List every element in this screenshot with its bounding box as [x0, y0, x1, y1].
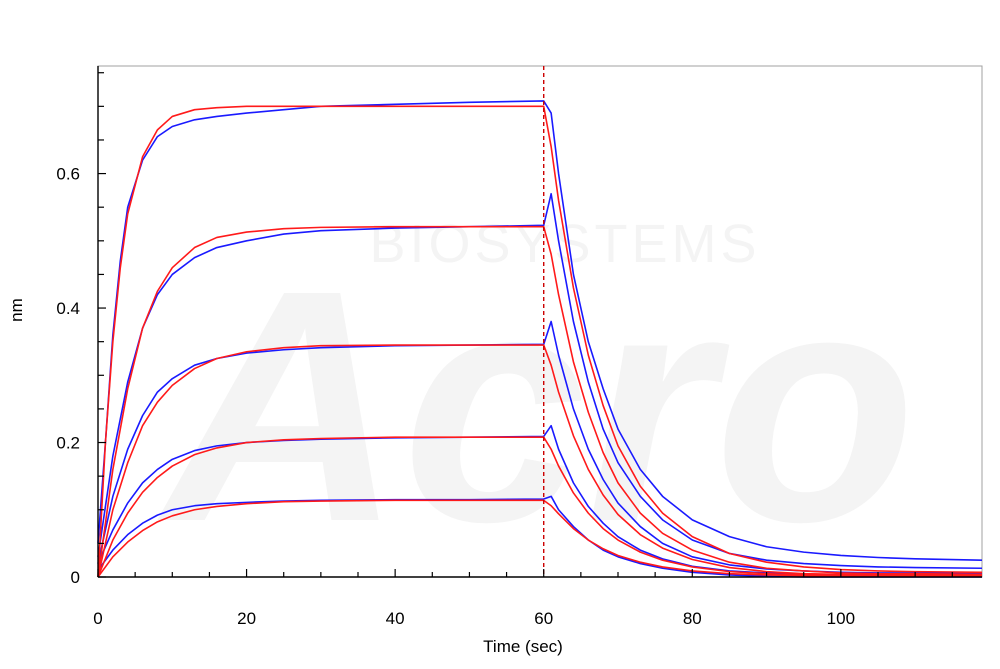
y-tick-label: 0	[71, 568, 80, 587]
x-axis-title: Time (sec)	[483, 637, 563, 656]
fit-curve-5	[97, 499, 982, 578]
measured-curve-1	[97, 100, 983, 561]
x-tick-label: 60	[534, 609, 553, 628]
x-tick-label: 80	[683, 609, 702, 628]
fit-curve-2	[97, 225, 983, 578]
y-tick-label: 0.4	[56, 299, 80, 318]
marks-layer	[97, 66, 983, 578]
x-tick-label: 20	[237, 609, 256, 628]
measured-curve-2	[97, 192, 983, 570]
y-axis-title: nm	[7, 298, 26, 322]
watermark-brand: Acro	[154, 221, 916, 590]
fit-curve-1	[97, 105, 983, 578]
watermark-sub: BIOSYSTEMS	[369, 214, 760, 274]
fit-curve-3	[97, 344, 982, 578]
x-tick-label: 0	[93, 609, 102, 628]
x-tick-label: 40	[386, 609, 405, 628]
x-tick-label: 100	[827, 609, 855, 628]
watermark: Acro BIOSYSTEMS	[154, 214, 916, 590]
y-tick-label: 0.2	[56, 434, 80, 453]
y-tick-label: 0.6	[56, 165, 80, 184]
fit-curve-4	[97, 436, 982, 578]
axes-layer: 0 0.2 0.4 0.6 0 20 40 60 80 100	[56, 66, 982, 628]
